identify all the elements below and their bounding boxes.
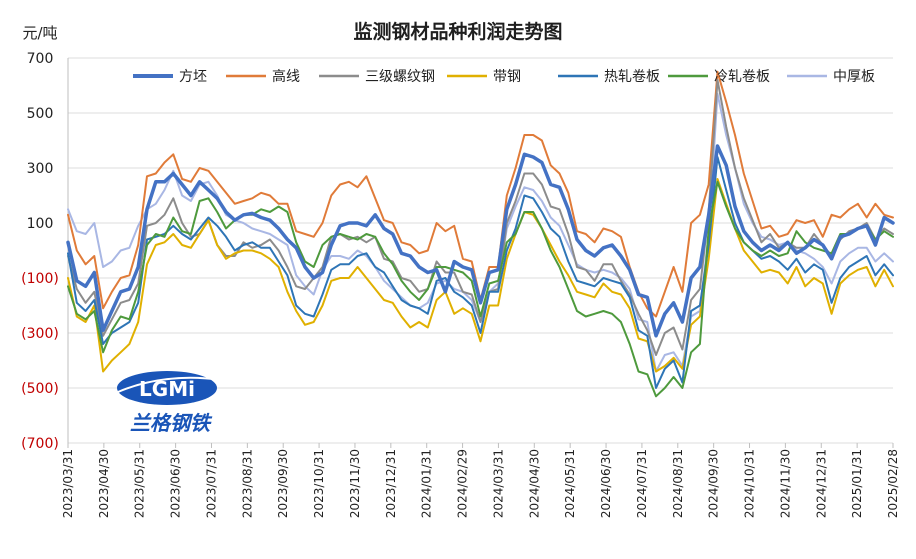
- legend-label-5: 冷轧卷板: [714, 69, 770, 85]
- y-tick-label: 500: [27, 106, 54, 122]
- x-tick-label: 2024/04/30: [527, 449, 541, 518]
- series-line-0: [66, 144, 895, 338]
- x-tick-label: 2024/12/31: [814, 449, 828, 518]
- x-tick-label: 2023/11/30: [348, 449, 362, 518]
- x-tick-label: 2023/07/31: [204, 449, 218, 518]
- x-tick-label: 2023/06/30: [169, 449, 183, 518]
- x-tick-label: 2024/11/30: [778, 449, 792, 518]
- x-tick-label: 2024/03/31: [491, 449, 505, 518]
- legend-label-0: 方坯: [179, 69, 207, 85]
- x-tick-label: 2023/12/31: [384, 449, 398, 518]
- legend-label-4: 热轧卷板: [604, 69, 660, 85]
- logo-mark: LGMi: [139, 377, 195, 401]
- x-tick-label: 2024/09/30: [707, 449, 721, 518]
- logo-swoosh: [117, 376, 223, 393]
- x-tick-label: 2023/10/31: [312, 449, 326, 518]
- x-axis-ticks: 2023/03/31 2023/04/30 2023/05/31 2023/06/30…: [61, 443, 900, 518]
- legend-label-1: 高线: [272, 68, 300, 85]
- legend-label-6: 中厚板: [833, 69, 875, 85]
- y-tick-label: (300): [21, 326, 59, 342]
- y-tick-label: (700): [21, 436, 59, 452]
- series-lines: [66, 70, 895, 398]
- y-tick-label: 300: [27, 161, 54, 177]
- legend-label-2: 三级螺纹钢: [365, 69, 435, 85]
- x-tick-label: 2025/01/31: [850, 449, 864, 518]
- x-tick-label: 2024/05/31: [563, 449, 577, 518]
- logo-ellipse: [117, 371, 217, 405]
- x-tick-label: 2024/06/30: [599, 449, 613, 518]
- x-tick-label: 2023/05/31: [133, 449, 147, 518]
- x-tick-label: 2024/08/31: [671, 449, 685, 518]
- y-tick-label: 700: [27, 51, 54, 67]
- legend: 方坯 高线 三级螺纹钢 带钢 热轧卷板 冷轧卷板 中厚板: [133, 68, 875, 85]
- series-line-5: [67, 180, 894, 398]
- series-line-3: [67, 178, 894, 373]
- x-tick-label: 2024/02/29: [456, 449, 470, 518]
- y-axis-unit: 元/吨: [22, 24, 57, 42]
- x-tick-label: 2023/04/30: [97, 449, 111, 518]
- x-tick-label: 2024/01/31: [420, 449, 434, 518]
- y-tick-label: (500): [21, 381, 59, 397]
- logo-name: 兰格钢铁: [130, 411, 213, 435]
- x-tick-label: 2023/03/31: [61, 449, 75, 518]
- y-tick-label: 100: [27, 216, 54, 232]
- y-axis-ticks: 700 500 300 100 (100) (300) (500) (700): [21, 51, 59, 452]
- legend-label-3: 带钢: [493, 69, 521, 85]
- x-tick-label: 2024/10/31: [743, 449, 757, 518]
- y-tick-label: (100): [21, 271, 59, 287]
- x-tick-label: 2023/08/31: [240, 449, 254, 518]
- x-tick-label: 2024/07/31: [635, 449, 649, 518]
- x-tick-label: 2025/02/28: [886, 449, 900, 518]
- x-tick-label: 2023/09/30: [276, 449, 290, 518]
- lange-steel-logo: LGMi 兰格钢铁: [117, 371, 223, 435]
- chart-title: 监测钢材品种利润走势图: [353, 20, 562, 43]
